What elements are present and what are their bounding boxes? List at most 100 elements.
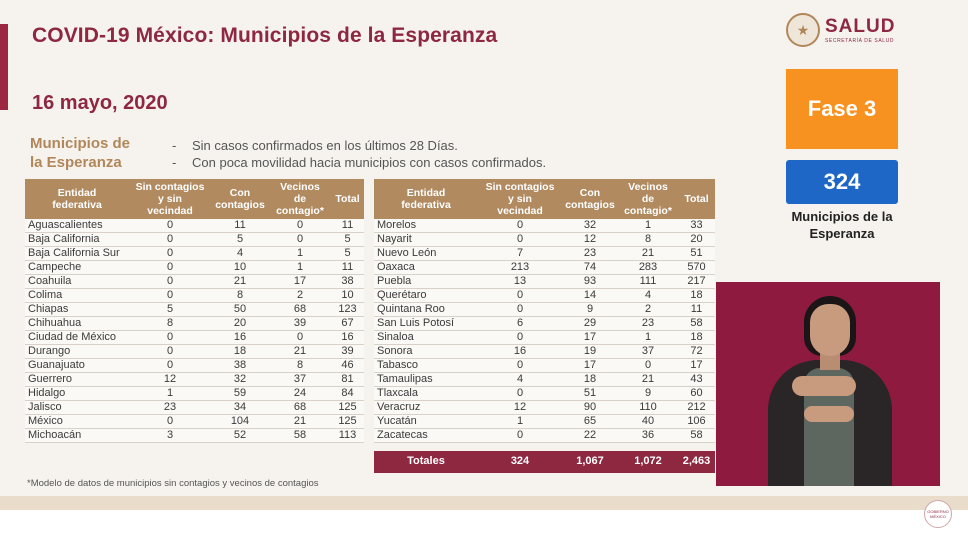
value-cell: 11 (331, 219, 364, 234)
criteria-item: Con poca movilidad hacia municipios con … (172, 154, 546, 171)
spacer-cell (374, 443, 715, 451)
value-cell: 12 (478, 400, 562, 416)
value-cell: 19 (562, 344, 618, 360)
table-row: Querétaro 0 14 4 18 (374, 288, 715, 304)
table-row: Guerrero 12 32 37 81 (25, 372, 364, 388)
col-sin-contagios: Sin contagios y sin vecindad (478, 179, 562, 219)
value-cell: 11 (331, 260, 364, 276)
value-cell: 8 (211, 288, 269, 304)
subhead-line-2: la Esperanza (30, 154, 122, 171)
sign-language-interpreter-video (716, 282, 940, 486)
municipios-count-badge: 324 (786, 160, 898, 204)
bottom-strip (0, 510, 968, 544)
value-cell: 8 (129, 316, 211, 332)
value-cell: 51 (678, 246, 715, 262)
value-cell: 10 (211, 260, 269, 276)
value-cell: 213 (478, 260, 562, 276)
subhead: Municipios de la Esperanza (30, 134, 130, 172)
table-row: Chiapas 5 50 68 123 (25, 302, 364, 318)
value-cell: 1 (129, 386, 211, 402)
criteria-item: Sin casos confirmados en los últimos 28 … (172, 137, 546, 154)
col-con-contagios: Con contagios (211, 179, 269, 219)
value-cell: 11 (678, 302, 715, 318)
value-cell: 72 (678, 344, 715, 360)
value-cell: 11 (211, 219, 269, 234)
col-vecinos: Vecinos de contagio* (269, 179, 331, 219)
value-cell: 23 (562, 246, 618, 262)
slide-date: 16 mayo, 2020 (32, 92, 168, 114)
value-cell: 125 (331, 414, 364, 430)
col-sin-contagios: Sin contagios y sin vecindad (129, 179, 211, 219)
value-cell: 2 (269, 288, 331, 304)
value-cell: 37 (618, 344, 678, 360)
value-cell: 13 (478, 274, 562, 290)
table-row: Veracruz 12 90 110 212 (374, 400, 715, 416)
table-row: Yucatán 1 65 40 106 (374, 414, 715, 430)
table-row: Campeche 0 10 1 11 (25, 260, 364, 276)
totals-value: 2,463 (678, 450, 715, 473)
table-header-row: Entidad federativa Sin contagios y sin veci… (25, 179, 364, 219)
gobierno-corner-logo-icon: GOBIERNO MÉXICO (924, 500, 952, 528)
value-cell: 93 (562, 274, 618, 290)
value-cell: 43 (678, 372, 715, 388)
table-row: Nuevo León 7 23 21 51 (374, 246, 715, 262)
value-cell: 21 (211, 274, 269, 290)
value-cell: 14 (562, 288, 618, 304)
col-entidad: Entidad federativa (25, 179, 129, 219)
entidad-cell: Guanajuato (25, 358, 129, 374)
value-cell: 37 (269, 372, 331, 388)
value-cell: 0 (129, 358, 211, 374)
value-cell: 0 (478, 358, 562, 374)
value-cell: 22 (562, 428, 618, 444)
entidad-cell: Coahuila (25, 274, 129, 290)
value-cell: 84 (331, 386, 364, 402)
table-row: Jalisco 23 34 68 125 (25, 400, 364, 416)
value-cell: 7 (478, 246, 562, 262)
table-row: Sonora 16 19 37 72 (374, 344, 715, 360)
value-cell: 12 (129, 372, 211, 388)
value-cell: 12 (562, 232, 618, 248)
value-cell: 36 (618, 428, 678, 444)
table-row: Michoacán 3 52 58 113 (25, 428, 364, 444)
value-cell: 0 (478, 428, 562, 444)
entidad-cell: Tamaulipas (374, 372, 478, 388)
value-cell: 29 (562, 316, 618, 332)
col-vecinos: Vecinos de contagio* (618, 179, 678, 219)
value-cell: 0 (478, 288, 562, 304)
totals-value: 1,072 (618, 450, 678, 473)
table-header-row: Entidad federativa Sin contagios y sin veci… (374, 179, 715, 219)
value-cell: 1 (478, 414, 562, 430)
entidad-cell: Nuevo León (374, 246, 478, 262)
table-row: Baja California 0 5 0 5 (25, 232, 364, 248)
value-cell: 20 (678, 232, 715, 248)
value-cell: 34 (211, 400, 269, 416)
subhead-line-1: Municipios de (30, 135, 131, 152)
value-cell: 3 (129, 428, 211, 444)
entidad-cell: Colima (25, 288, 129, 304)
value-cell: 10 (331, 288, 364, 304)
value-cell: 18 (678, 330, 715, 346)
value-cell: 8 (269, 358, 331, 374)
value-cell: 0 (129, 330, 211, 346)
value-cell: 0 (129, 274, 211, 290)
value-cell: 46 (331, 358, 364, 374)
entidad-cell: Veracruz (374, 400, 478, 416)
value-cell: 21 (269, 414, 331, 430)
count-label-line-2: Esperanza (809, 226, 875, 241)
totals-value: 324 (478, 450, 562, 473)
value-cell: 5 (331, 232, 364, 248)
entidad-cell: Querétaro (374, 288, 478, 304)
spacer-row (374, 443, 715, 451)
value-cell: 283 (618, 260, 678, 276)
value-cell: 67 (331, 316, 364, 332)
value-cell: 0 (129, 288, 211, 304)
table-row: Tabasco 0 17 0 17 (374, 358, 715, 374)
table-row: Coahuila 0 21 17 38 (25, 274, 364, 290)
entidad-cell: Hidalgo (25, 386, 129, 402)
value-cell: 16 (331, 330, 364, 346)
value-cell: 0 (129, 344, 211, 360)
value-cell: 0 (129, 414, 211, 430)
value-cell: 39 (331, 344, 364, 360)
value-cell: 0 (269, 232, 331, 248)
entidad-cell: Chiapas (25, 302, 129, 318)
